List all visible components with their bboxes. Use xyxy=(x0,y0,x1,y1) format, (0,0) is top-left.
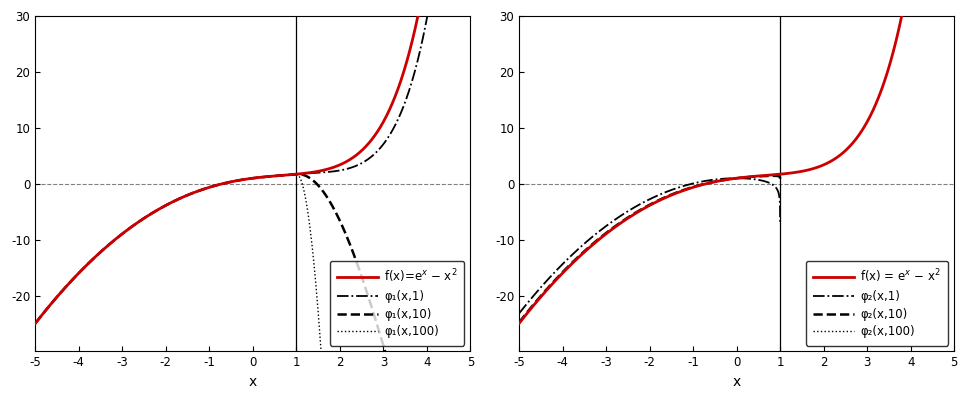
f(x)=e$^x$ $-$ x$^2$ xyxy=(196,188,207,192)
φ₁(x,1) xyxy=(29,321,41,326)
φ₂(x,1) xyxy=(613,215,625,220)
f(x) = e$^x$ $-$ x$^2$ xyxy=(871,99,883,104)
f(x)=e$^x$ $-$ x$^2$ xyxy=(291,172,302,176)
Line: f(x)=e$^x$ $-$ x$^2$: f(x)=e$^x$ $-$ x$^2$ xyxy=(35,16,418,324)
X-axis label: x: x xyxy=(733,375,740,389)
φ₁(x,10) xyxy=(354,269,365,274)
φ₂(x,1) xyxy=(561,258,573,263)
f(x) = e$^x$ $-$ x$^2$ xyxy=(797,169,808,174)
f(x) = e$^x$ $-$ x$^2$ xyxy=(774,172,786,176)
φ₁(x,100) xyxy=(109,238,120,243)
f(x) = e$^x$ $-$ x$^2$ xyxy=(838,150,850,154)
f(x)=e$^x$ $-$ x$^2$ xyxy=(312,169,324,174)
φ₂(x,10) xyxy=(561,266,573,271)
f(x)=e$^x$ $-$ x$^2$ xyxy=(354,150,365,154)
φ₂(x,10) xyxy=(708,179,720,184)
φ₂(x,1) xyxy=(670,186,681,191)
φ₂(x,100) xyxy=(514,321,525,326)
φ₂(x,1) xyxy=(728,176,739,181)
Line: φ₁(x,100): φ₁(x,100) xyxy=(35,174,321,351)
φ₁(x,1) xyxy=(196,188,207,192)
φ₁(x,10) xyxy=(29,321,41,326)
φ₂(x,10) xyxy=(767,174,779,178)
φ₂(x,10) xyxy=(774,176,786,181)
φ₂(x,1) xyxy=(708,177,720,182)
Legend: f(x)=e$^x$ $-$ x$^2$, φ₁(x,1), φ₁(x,10), φ₁(x,100): f(x)=e$^x$ $-$ x$^2$, φ₁(x,1), φ₁(x,10),… xyxy=(329,261,464,346)
Line: φ₁(x,10): φ₁(x,10) xyxy=(35,174,385,352)
φ₁(x,10) xyxy=(291,172,302,176)
φ₂(x,100) xyxy=(613,222,625,227)
φ₂(x,100) xyxy=(728,176,739,181)
φ₂(x,1) xyxy=(731,176,742,181)
φ₂(x,100) xyxy=(670,191,681,196)
φ₂(x,10) xyxy=(514,320,525,325)
φ₁(x,10) xyxy=(109,238,120,243)
φ₂(x,1) xyxy=(774,219,786,224)
φ₂(x,10) xyxy=(683,186,695,191)
Line: φ₂(x,10): φ₂(x,10) xyxy=(519,176,780,322)
φ₁(x,1) xyxy=(109,238,120,243)
Legend: f(x) = e$^x$ $-$ x$^2$, φ₂(x,1), φ₂(x,10), φ₂(x,100): f(x) = e$^x$ $-$ x$^2$, φ₂(x,1), φ₂(x,10… xyxy=(806,261,949,346)
φ₂(x,100) xyxy=(774,172,786,177)
Line: φ₂(x,100): φ₂(x,100) xyxy=(519,174,780,323)
f(x) = e$^x$ $-$ x$^2$ xyxy=(679,188,691,192)
φ₁(x,100) xyxy=(29,321,41,326)
φ₁(x,10) xyxy=(312,183,324,188)
X-axis label: x: x xyxy=(249,375,257,389)
φ₂(x,10) xyxy=(728,176,739,181)
φ₂(x,100) xyxy=(561,267,573,272)
φ₁(x,1) xyxy=(354,162,365,166)
Line: φ₂(x,1): φ₂(x,1) xyxy=(519,178,780,314)
φ₁(x,1) xyxy=(388,127,399,132)
φ₁(x,100) xyxy=(312,310,324,315)
φ₂(x,1) xyxy=(683,182,695,187)
f(x)=e$^x$ $-$ x$^2$ xyxy=(29,321,41,326)
φ₂(x,100) xyxy=(683,186,695,191)
f(x)=e$^x$ $-$ x$^2$ xyxy=(109,238,120,243)
φ₂(x,10) xyxy=(613,221,625,226)
φ₁(x,100) xyxy=(196,188,207,192)
φ₂(x,1) xyxy=(514,311,525,316)
φ₁(x,1) xyxy=(291,172,302,176)
f(x) = e$^x$ $-$ x$^2$ xyxy=(592,238,604,243)
f(x) = e$^x$ $-$ x$^2$ xyxy=(514,321,525,326)
f(x)=e$^x$ $-$ x$^2$ xyxy=(388,99,399,104)
Line: φ₁(x,1): φ₁(x,1) xyxy=(35,16,427,324)
φ₁(x,10) xyxy=(196,188,207,192)
φ₁(x,100) xyxy=(291,172,302,176)
Line: f(x) = e$^x$ $-$ x$^2$: f(x) = e$^x$ $-$ x$^2$ xyxy=(519,16,901,324)
φ₂(x,10) xyxy=(670,190,681,195)
φ₂(x,100) xyxy=(773,172,785,177)
φ₁(x,1) xyxy=(312,170,324,175)
φ₂(x,100) xyxy=(708,180,720,184)
